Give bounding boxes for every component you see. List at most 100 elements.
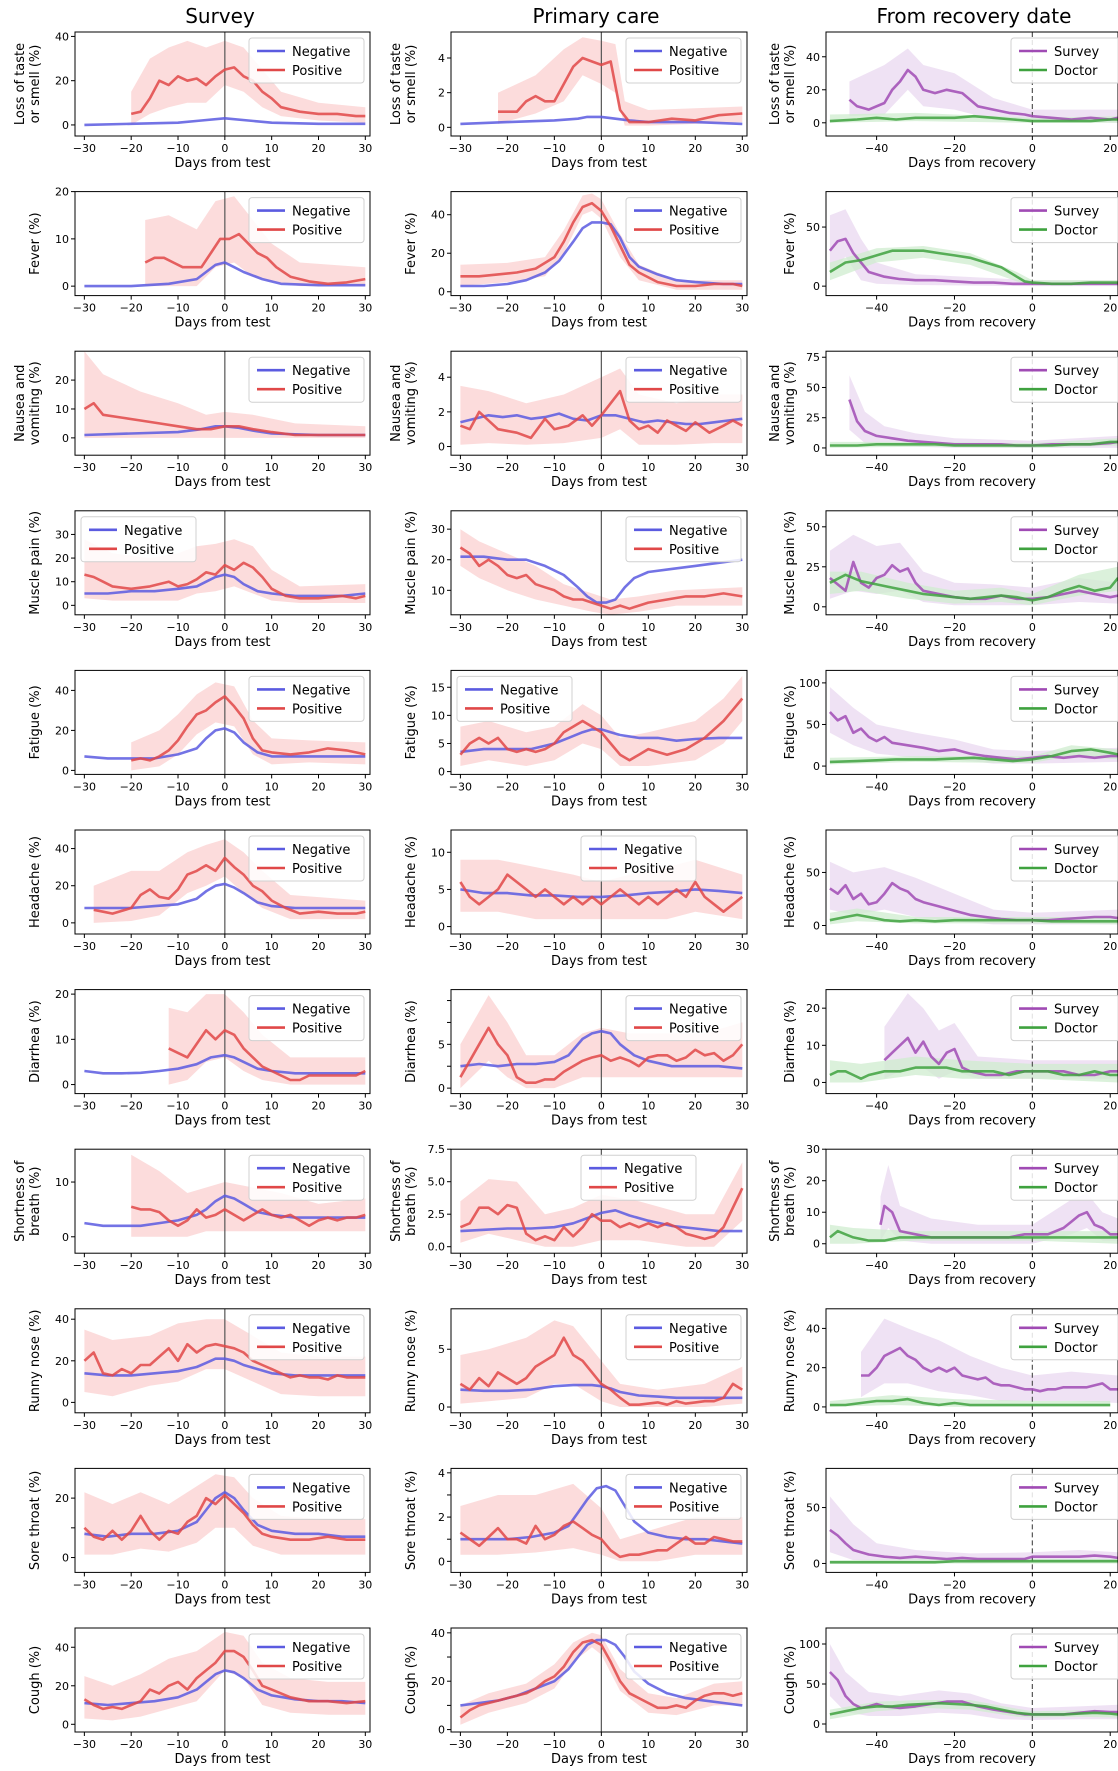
x-tick-label: −20 (120, 940, 143, 953)
y-tick-label: 40 (55, 684, 69, 697)
y-tick-label: 20 (806, 1002, 820, 1015)
plot-area (84, 670, 366, 775)
series-line-doctor (829, 1229, 1118, 1242)
series-line-positive (84, 561, 366, 600)
plot-area (829, 1308, 1118, 1413)
legend: Negative Positive (625, 516, 742, 563)
x-tick-label: −40 (865, 142, 888, 155)
y-axis-label-line: Headache (%) (404, 836, 419, 928)
y-tick-label: 20 (55, 880, 69, 893)
legend: Survey Doctor (1010, 197, 1118, 244)
x-tick-label: −20 (496, 1419, 519, 1432)
series-line-positive (168, 1029, 366, 1082)
plot-area (459, 670, 744, 775)
x-tick-label: −10 (166, 142, 189, 155)
x-axis-label: Days from test (175, 635, 271, 650)
y-tick-label: 100 (799, 677, 820, 690)
axes-frame (825, 191, 1118, 297)
y-tick-label: 0 (62, 1231, 69, 1244)
x-tick-label: −20 (120, 1259, 143, 1272)
legend-box (625, 1314, 742, 1361)
y-tick-label: 0 (813, 1718, 820, 1731)
legend-label-positive: Positive (292, 1660, 342, 1675)
legend: Survey Doctor (1010, 1154, 1118, 1201)
legend-label-survey: Survey (1054, 205, 1100, 220)
y-tick-label: 10 (431, 584, 445, 597)
axes-frame (825, 669, 1118, 775)
legend-box (1010, 675, 1118, 722)
x-tick-label: −30 (449, 621, 472, 634)
x-axis-label: Days from recovery (908, 954, 1036, 969)
series-line-survey (861, 1346, 1118, 1393)
x-tick-label: 20 (688, 142, 702, 155)
axes-frame (74, 989, 371, 1095)
x-tick-label: 20 (311, 1100, 325, 1113)
band-doctor (829, 1224, 1118, 1244)
legend-label-positive: Positive (292, 64, 342, 79)
x-tick-label: 0 (1029, 461, 1036, 474)
x-tick-label: 0 (221, 1100, 228, 1113)
y-axis-label-line: Diarrhea (%) (404, 1000, 419, 1083)
series-line-positive (459, 873, 744, 914)
panel-r1-c2: 0 50 −40 −20 0 20 Days from recovery Fever (%) S… (783, 191, 1118, 331)
legend-box (1010, 995, 1118, 1042)
series-line-doctor (829, 748, 1118, 764)
series-line-positive (83, 1649, 366, 1711)
x-tick-label: 20 (688, 461, 702, 474)
panel-r7-c2: 0 10 20 30 −40 −20 0 20 Days from recovery Shortn… (768, 1143, 1118, 1288)
x-tick-label: 10 (641, 780, 655, 793)
x-axis-label: Days from recovery (908, 635, 1036, 650)
axes-frame (74, 191, 371, 297)
legend: Negative Positive (625, 1314, 742, 1361)
x-tick-label: 0 (221, 1259, 228, 1272)
y-axis-label: Nausea andvomiting (%) (13, 361, 43, 445)
series-line-negative (84, 1194, 366, 1228)
plot-area (828, 670, 1118, 775)
x-axis-label: Days from test (175, 1752, 271, 1767)
legend-label-negative: Negative (124, 524, 182, 539)
legend-label-doctor: Doctor (1054, 1341, 1098, 1356)
panel-r10-c2: 0 50 100 −40 −20 0 20 Days from recovery Cough (… (783, 1627, 1118, 1767)
y-tick-label: 0.0 (428, 1241, 446, 1254)
panel-r2-c2: 0 25 50 75 −40 −20 0 20 Days from recovery Nausea… (768, 350, 1118, 490)
band-survey (861, 1318, 1118, 1403)
series-line-survey (879, 1204, 1118, 1239)
x-tick-label: 0 (221, 142, 228, 155)
y-tick-label: 100 (799, 1638, 820, 1651)
legend-label-positive: Positive (669, 64, 719, 79)
y-axis-label-line: Runny nose (%) (28, 1310, 43, 1413)
x-tick-label: 20 (1103, 940, 1117, 953)
axes-frame (825, 31, 1118, 137)
y-tick-label: 7.5 (428, 1143, 446, 1156)
legend-label-positive: Positive (624, 1181, 674, 1196)
x-tick-label: −10 (543, 1419, 566, 1432)
y-tick-label: 10 (55, 576, 69, 589)
y-axis-label: Shortness ofbreath (%) (389, 1160, 419, 1242)
y-tick-label: 50 (806, 221, 820, 234)
y-axis-label-line: Headache (%) (28, 836, 43, 928)
y-tick-label: 0 (438, 921, 445, 934)
x-tick-label: −10 (543, 461, 566, 474)
panel-r2-c0: 0 10 20 −30 −20 −10 0 10 20 30 Days from test Nause… (13, 350, 372, 490)
legend-label-positive: Positive (292, 1022, 342, 1037)
y-tick-label: 0 (438, 1724, 445, 1737)
x-tick-label: 0 (598, 1259, 605, 1272)
axes-frame (450, 1308, 748, 1414)
band-survey (880, 1165, 1118, 1244)
y-tick-label: 2 (438, 406, 445, 419)
x-tick-label: 10 (641, 1100, 655, 1113)
y-tick-label: 30 (431, 523, 445, 536)
legend-label-positive: Positive (669, 1500, 719, 1515)
x-tick-label: −30 (449, 1100, 472, 1113)
series-line-doctor (829, 913, 1118, 923)
legend-label-negative: Negative (292, 205, 350, 220)
axes-frame (74, 350, 371, 456)
x-axis-label: Days from test (551, 1433, 647, 1448)
legend: Negative Positive (80, 516, 197, 563)
x-tick-label: −20 (496, 1100, 519, 1113)
x-tick-label: −30 (449, 1259, 472, 1272)
axes-frame (450, 669, 748, 775)
y-tick-label: 25 (806, 561, 820, 574)
panel-r6-c0: 0 10 20 −30 −20 −10 0 10 20 30 Days from test Diarr… (28, 988, 372, 1128)
x-axis-label: Days from test (551, 954, 647, 969)
